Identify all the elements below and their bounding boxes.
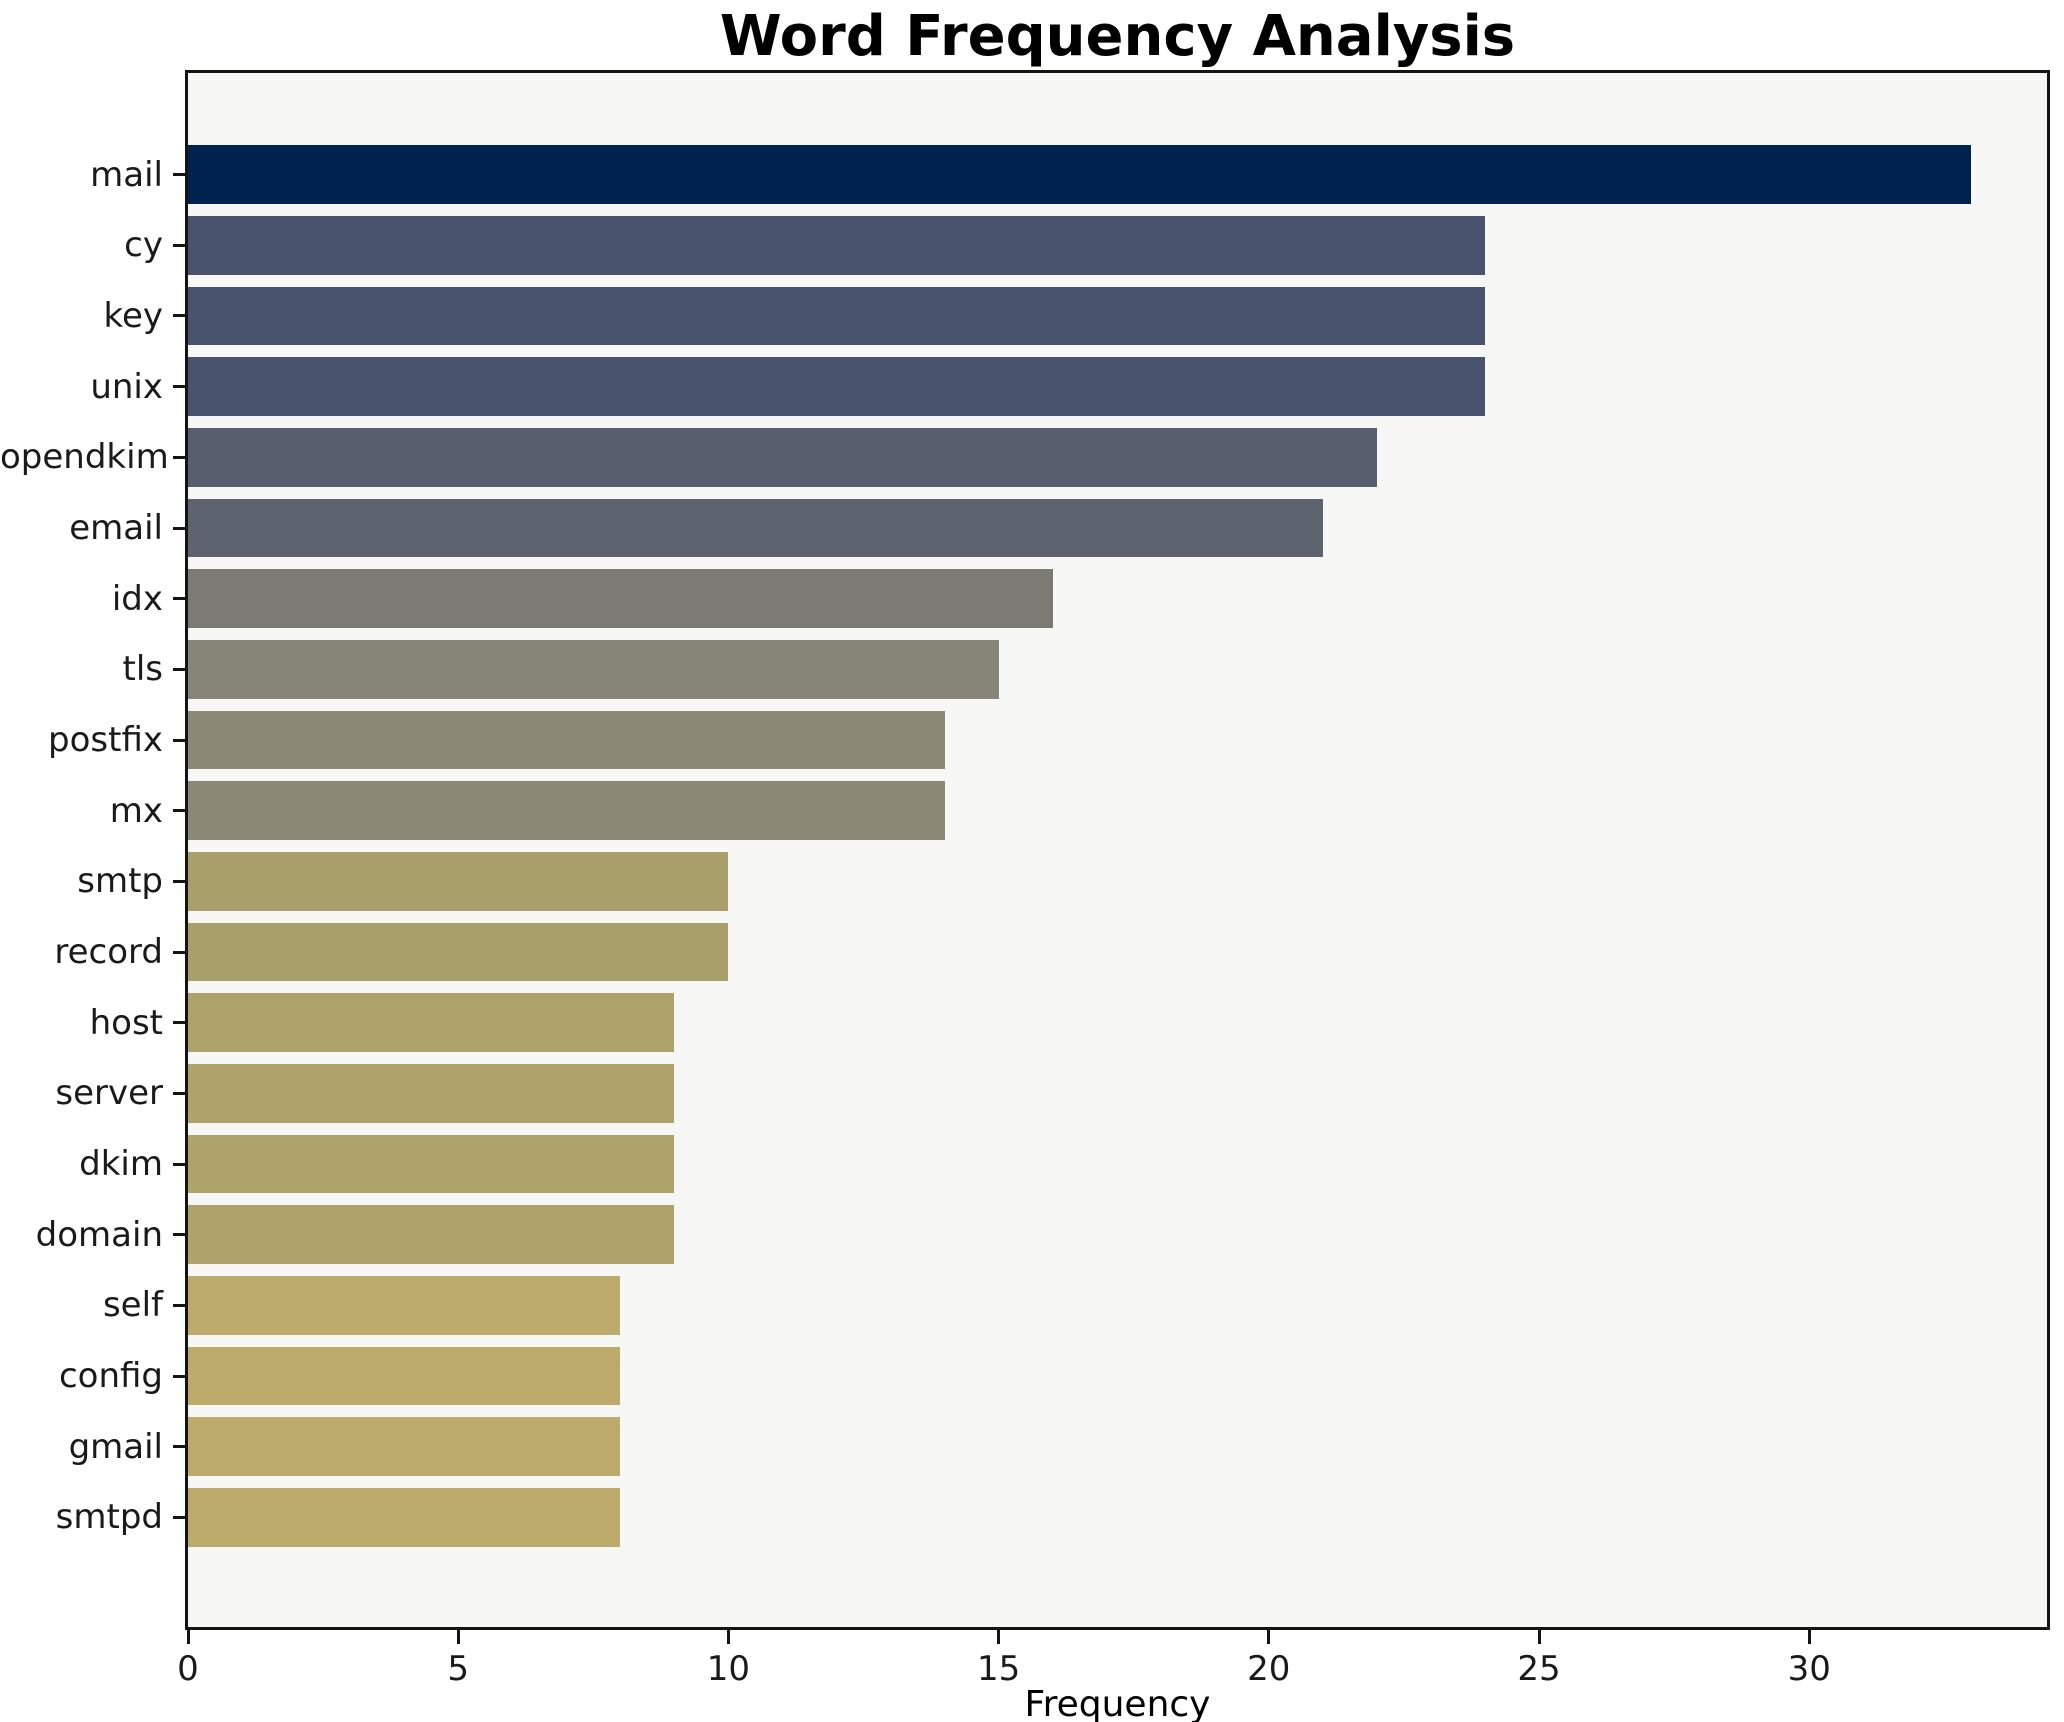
y-tick-mark bbox=[173, 879, 185, 883]
bar-opendkim bbox=[188, 427, 1377, 487]
y-tick-mark bbox=[173, 455, 185, 459]
bar-host bbox=[188, 993, 675, 1053]
y-tick-label-postfix: postfix bbox=[48, 720, 163, 761]
y-tick-label-server: server bbox=[55, 1073, 163, 1114]
y-tick-mark bbox=[173, 597, 185, 601]
y-tick-label-tls: tls bbox=[122, 649, 164, 690]
x-tick-label-10: 10 bbox=[706, 1649, 751, 1689]
x-tick-label-5: 5 bbox=[447, 1649, 470, 1689]
y-tick-label-record: record bbox=[54, 932, 163, 973]
y-tick-mark bbox=[173, 1374, 185, 1378]
bar-idx bbox=[188, 569, 1053, 629]
x-tick-mark bbox=[456, 1630, 460, 1644]
bar-record bbox=[188, 922, 729, 982]
y-tick-label-smtp: smtp bbox=[77, 861, 163, 902]
y-tick-mark bbox=[173, 738, 185, 742]
bar-mx bbox=[188, 781, 945, 841]
y-tick-label-gmail: gmail bbox=[68, 1426, 163, 1467]
y-tick-label-cy: cy bbox=[124, 225, 163, 266]
x-tick-label-20: 20 bbox=[1247, 1649, 1291, 1689]
x-tick-label-25: 25 bbox=[1517, 1649, 1561, 1689]
bar-gmail bbox=[188, 1417, 621, 1477]
bar-server bbox=[188, 1064, 675, 1123]
y-tick-mark bbox=[173, 1021, 185, 1025]
y-tick-label-smtpd: smtpd bbox=[55, 1497, 163, 1538]
y-tick-label-domain: domain bbox=[35, 1214, 163, 1255]
y-tick-label-host: host bbox=[89, 1002, 163, 1043]
y-tick-mark bbox=[173, 667, 185, 671]
y-tick-label-mail: mail bbox=[90, 154, 163, 195]
y-tick-mark bbox=[173, 809, 185, 813]
y-tick-mark bbox=[173, 950, 185, 954]
y-tick-mark bbox=[173, 526, 185, 530]
bar-email bbox=[188, 498, 1323, 558]
y-tick-label-dkim: dkim bbox=[79, 1144, 163, 1185]
bar-cy bbox=[188, 215, 1485, 275]
x-tick-mark bbox=[1267, 1630, 1271, 1644]
y-tick-mark bbox=[173, 1233, 185, 1237]
x-tick-mark bbox=[186, 1630, 190, 1644]
x-tick-mark bbox=[726, 1630, 730, 1644]
y-tick-mark bbox=[173, 1303, 185, 1307]
x-tick-label-0: 0 bbox=[177, 1649, 199, 1689]
plot-area bbox=[185, 70, 2050, 1630]
chart-title: Word Frequency Analysis bbox=[719, 4, 1516, 69]
y-tick-mark bbox=[173, 1091, 185, 1095]
y-tick-mark bbox=[173, 1162, 185, 1166]
y-tick-label-idx: idx bbox=[111, 578, 163, 619]
bar-postfix bbox=[188, 710, 945, 770]
bar-key bbox=[188, 286, 1485, 346]
y-tick-label-key: key bbox=[103, 295, 163, 336]
x-axis-label: Frequency bbox=[1024, 1684, 1211, 1722]
x-tick-mark bbox=[1807, 1630, 1811, 1644]
bar-mail bbox=[188, 145, 1972, 204]
y-tick-label-email: email bbox=[69, 508, 163, 548]
y-tick-label-mx: mx bbox=[109, 790, 163, 831]
y-tick-label-config: config bbox=[58, 1356, 163, 1397]
bar-smtpd bbox=[188, 1488, 621, 1547]
bar-config bbox=[188, 1346, 621, 1406]
y-tick-mark bbox=[173, 314, 185, 318]
y-tick-mark bbox=[173, 385, 185, 389]
y-tick-mark bbox=[173, 1445, 185, 1449]
y-tick-mark bbox=[173, 1515, 185, 1519]
x-tick-mark bbox=[997, 1630, 1001, 1644]
y-tick-mark bbox=[173, 173, 185, 177]
bar-dkim bbox=[188, 1134, 675, 1194]
x-tick-label-15: 15 bbox=[976, 1649, 1021, 1689]
bar-domain bbox=[188, 1205, 675, 1265]
y-tick-label-unix: unix bbox=[90, 366, 163, 407]
y-tick-label-opendkim: opendkim bbox=[0, 437, 169, 478]
bar-self bbox=[188, 1276, 621, 1335]
y-tick-mark bbox=[173, 243, 185, 247]
bar-smtp bbox=[188, 852, 729, 911]
y-tick-label-self: self bbox=[102, 1285, 163, 1326]
bar-unix bbox=[188, 357, 1485, 417]
bar-tls bbox=[188, 639, 999, 699]
x-tick-label-30: 30 bbox=[1787, 1649, 1831, 1689]
x-tick-mark bbox=[1537, 1630, 1541, 1644]
